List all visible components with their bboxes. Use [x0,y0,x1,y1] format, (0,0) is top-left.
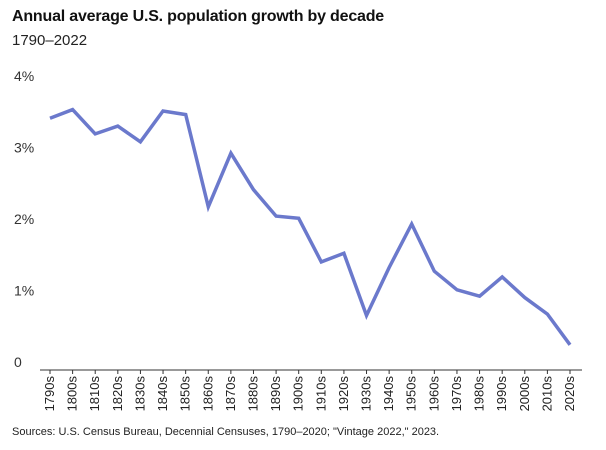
x-tick-label: 1820s [110,376,125,412]
x-tick-label: 1840s [155,376,170,412]
chart-subtitle: 1790–2022 [12,32,88,49]
x-tick-label: 1800s [65,376,80,412]
x-tick-label: 1960s [426,376,441,412]
line-chart: 0 1% 2% 3% 4% 1790s 1800s 1810s 1820s 1830s 1840s 1… [14,68,582,412]
x-tick-label: 1990s [494,376,509,412]
x-tick-label: 1810s [87,376,102,412]
x-tick-label: 2000s [517,376,532,412]
x-tick-label: 2010s [539,376,554,412]
x-tick-label: 1790s [42,376,57,412]
x-tick-label: 1930s [359,376,374,412]
series-line [49,107,572,346]
x-tick-label: 1910s [313,376,328,412]
y-tick-label: 3% [14,140,34,156]
x-tick-label: 1900s [291,376,306,412]
source-note: Sources: U.S. Census Bureau, Decennial C… [12,426,440,438]
x-tick-label: 1880s [245,376,260,412]
x-tick-label: 1860s [200,376,215,412]
x-tick-label: 1870s [223,376,238,412]
y-tick-label: 4% [14,68,34,84]
chart-title: Annual average U.S. population growth by… [12,8,384,25]
x-tick-label: 1920s [336,376,351,412]
x-tick-label: 1830s [132,376,147,412]
x-tick-label: 1850s [178,376,193,412]
x-tick-label: 1890s [268,376,283,412]
x-tick-label: 2020s [562,376,577,412]
x-tick-label: 1970s [449,376,464,412]
x-tick-label: 1940s [381,376,396,412]
y-tick-label: 2% [14,211,34,227]
x-tick-label: 1950s [404,376,419,412]
x-tick-label: 1980s [472,376,487,412]
y-tick-label: 1% [14,283,34,299]
y-tick-label: 0 [14,354,22,370]
